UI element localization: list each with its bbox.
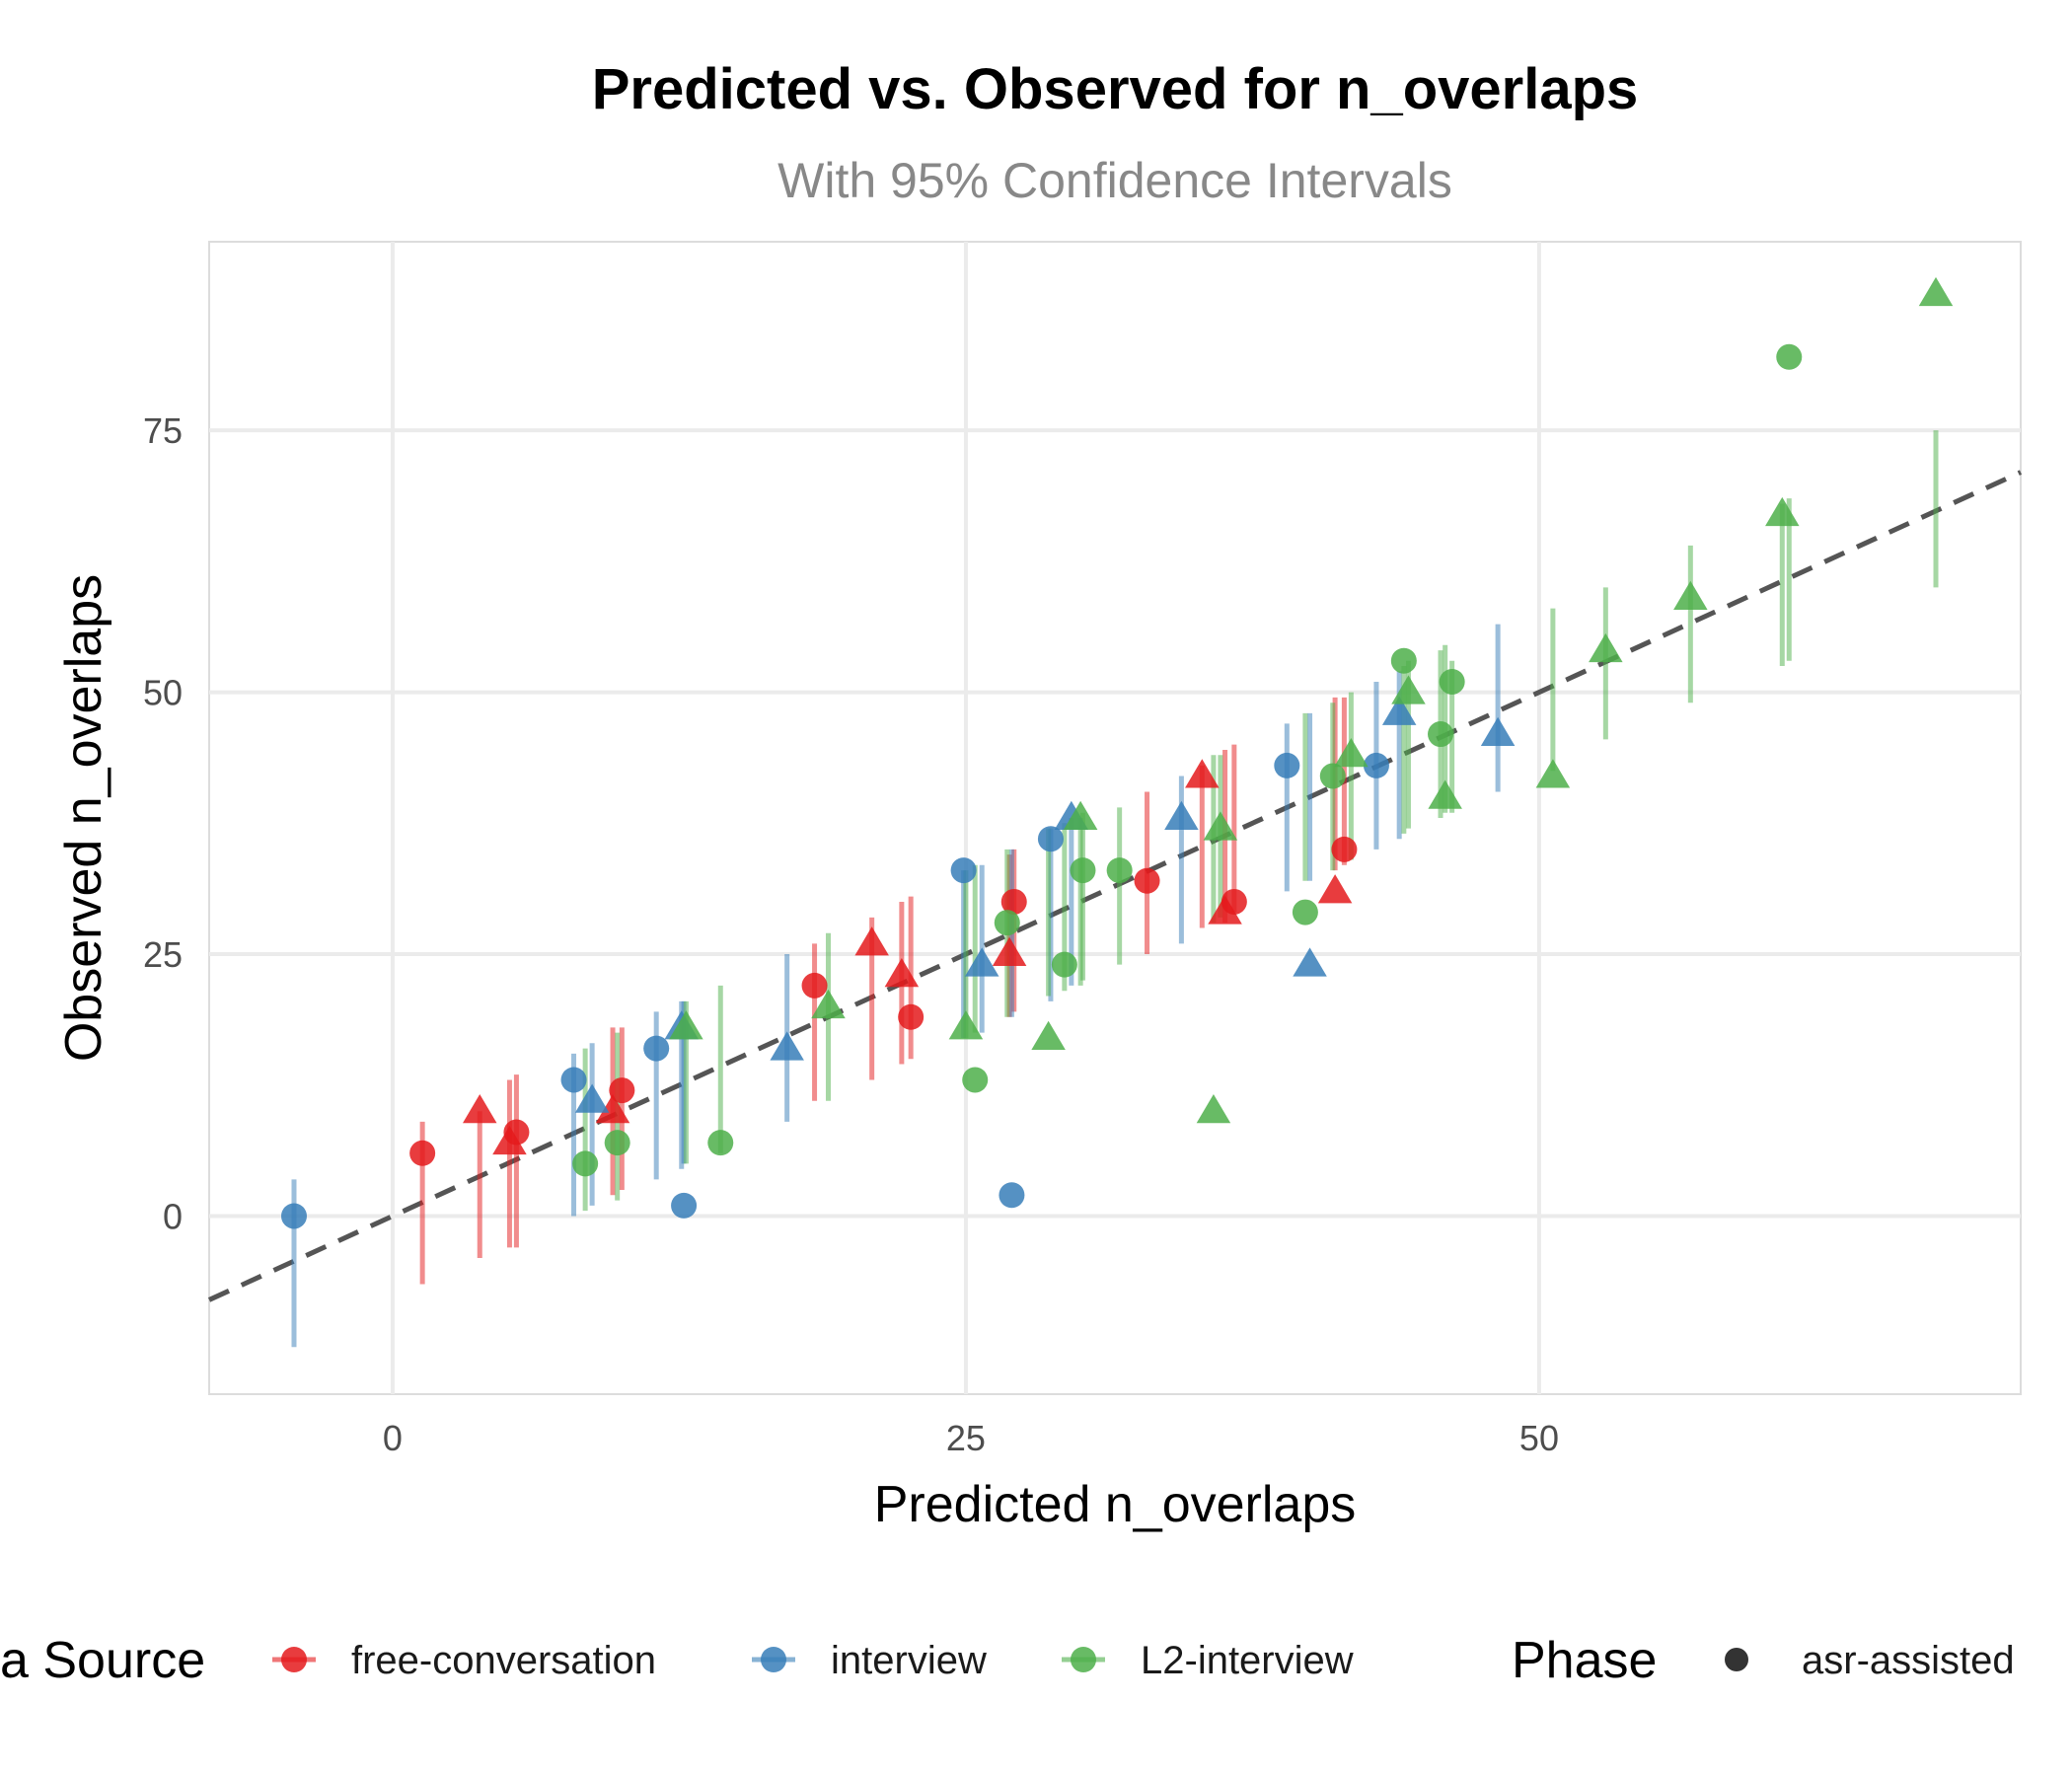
legend-key-point-interview bbox=[761, 1647, 786, 1672]
legend-label-free-conversation: free-conversation bbox=[351, 1639, 656, 1682]
point-interview-3 bbox=[643, 1035, 670, 1062]
legend-shape-label: asr-assisted bbox=[1802, 1639, 2015, 1682]
point-l2-interview-10 bbox=[1063, 800, 1098, 830]
point-l2-interview-24 bbox=[1589, 632, 1623, 663]
y-tick-label-0: 0 bbox=[163, 1196, 183, 1236]
point-interview-5 bbox=[671, 1192, 698, 1219]
point-free-conversation-17 bbox=[1331, 836, 1358, 862]
point-interview-7 bbox=[950, 857, 977, 884]
x-tick-label-50: 50 bbox=[1519, 1418, 1559, 1458]
point-l2-interview-25 bbox=[1673, 580, 1708, 611]
point-l2-interview-12 bbox=[1106, 857, 1133, 884]
point-free-conversation-8 bbox=[884, 958, 920, 988]
legend-key-point-free-conversation bbox=[281, 1647, 307, 1672]
point-free-conversation-9 bbox=[898, 1003, 925, 1030]
chart-subtitle: With 95% Confidence Intervals bbox=[777, 153, 1452, 208]
point-l2-interview-26 bbox=[1765, 496, 1800, 527]
y-axis-ticks: 0 25 50 75 bbox=[143, 410, 183, 1236]
point-l2-interview-3 bbox=[707, 1130, 734, 1156]
point-l2-interview-17 bbox=[1334, 738, 1369, 768]
point-l2-interview-5 bbox=[948, 1010, 984, 1040]
y-axis-title: Observed n_overlaps bbox=[55, 574, 112, 1062]
point-l2-interview-8 bbox=[1031, 1020, 1066, 1050]
point-free-conversation-0 bbox=[409, 1140, 436, 1166]
chart-title: Predicted vs. Observed for n_overlaps bbox=[592, 57, 1639, 121]
y-tick-label-50: 50 bbox=[143, 673, 183, 713]
point-interview-10 bbox=[1037, 826, 1064, 852]
legend: a Source free-conversation interview L2-in… bbox=[0, 1632, 2015, 1689]
point-l2-interview-2 bbox=[669, 1010, 703, 1040]
point-interview-9 bbox=[999, 1182, 1025, 1209]
point-l2-interview-0 bbox=[572, 1150, 599, 1177]
point-interview-12 bbox=[1164, 800, 1199, 830]
point-l2-interview-7 bbox=[994, 910, 1020, 936]
point-interview-8 bbox=[964, 947, 999, 977]
point-interview-16 bbox=[1381, 696, 1417, 725]
point-l2-interview-21 bbox=[1428, 779, 1462, 809]
point-free-conversation-13 bbox=[1185, 759, 1220, 788]
point-free-conversation-15 bbox=[1221, 888, 1247, 915]
y-tick-label-75: 75 bbox=[143, 410, 183, 451]
legend-label-l2-interview: L2-interview bbox=[1141, 1639, 1354, 1682]
point-free-conversation-6 bbox=[801, 972, 828, 999]
point-l2-interview-28 bbox=[1918, 276, 1954, 307]
y-tick-label-25: 25 bbox=[143, 934, 183, 975]
point-l2-interview-23 bbox=[1535, 759, 1571, 788]
point-l2-interview-18 bbox=[1390, 647, 1417, 674]
point-free-conversation-4 bbox=[595, 1094, 630, 1124]
point-interview-14 bbox=[1293, 947, 1327, 977]
point-free-conversation-5 bbox=[609, 1077, 635, 1104]
gridlines bbox=[209, 242, 2021, 1394]
point-free-conversation-7 bbox=[854, 926, 889, 956]
x-tick-label-25: 25 bbox=[946, 1418, 986, 1458]
point-l2-interview-9 bbox=[1051, 951, 1077, 978]
point-l2-interview-16 bbox=[1319, 763, 1346, 789]
x-tick-label-0: 0 bbox=[383, 1418, 403, 1458]
point-free-conversation-1 bbox=[462, 1094, 497, 1124]
x-axis-title: Predicted n_overlaps bbox=[874, 1476, 1357, 1533]
point-interview-1 bbox=[560, 1067, 587, 1093]
point-l2-interview-19 bbox=[1391, 675, 1426, 704]
point-l2-interview-15 bbox=[1292, 899, 1318, 925]
point-free-conversation-12 bbox=[1134, 867, 1160, 894]
legend-color-entries: free-conversation interview L2-interview bbox=[272, 1639, 1354, 1682]
legend-color-title: a Source bbox=[0, 1632, 205, 1689]
point-l2-interview-4 bbox=[811, 989, 846, 1019]
point-interview-0 bbox=[280, 1203, 307, 1229]
point-free-conversation-10 bbox=[992, 936, 1027, 967]
legend-label-interview: interview bbox=[831, 1639, 987, 1682]
point-free-conversation-3 bbox=[503, 1119, 530, 1146]
point-l2-interview-20 bbox=[1428, 721, 1454, 748]
point-l2-interview-14 bbox=[1203, 811, 1238, 841]
point-l2-interview-6 bbox=[962, 1067, 989, 1093]
point-interview-2 bbox=[574, 1083, 610, 1113]
point-l2-interview-11 bbox=[1070, 857, 1096, 884]
point-interview-6 bbox=[770, 1031, 804, 1061]
point-l2-interview-1 bbox=[604, 1130, 630, 1156]
point-free-conversation-16 bbox=[1317, 874, 1353, 904]
data-points bbox=[280, 276, 1954, 1229]
legend-key-point-l2-interview bbox=[1071, 1647, 1096, 1672]
point-l2-interview-27 bbox=[1776, 343, 1803, 370]
point-free-conversation-11 bbox=[1000, 888, 1027, 915]
legend-shape-key bbox=[1725, 1648, 1748, 1671]
point-l2-interview-13 bbox=[1196, 1094, 1231, 1124]
x-axis-ticks: 0 25 50 bbox=[383, 1418, 1559, 1458]
point-interview-13 bbox=[1274, 752, 1300, 778]
point-interview-15 bbox=[1363, 752, 1389, 778]
legend-shape-title: Phase bbox=[1512, 1632, 1657, 1689]
point-l2-interview-22 bbox=[1439, 668, 1465, 695]
point-interview-17 bbox=[1480, 716, 1516, 747]
